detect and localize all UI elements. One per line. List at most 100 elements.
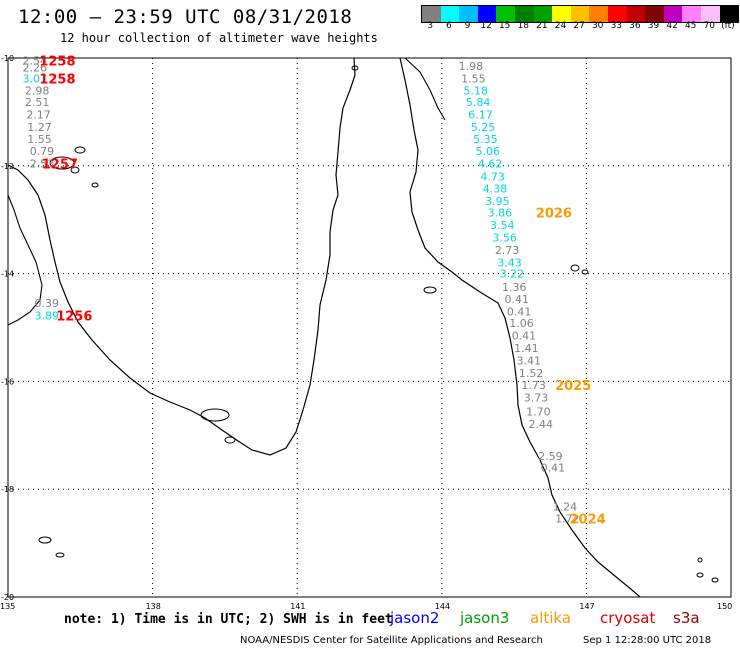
color-swatch [514, 6, 534, 22]
island [74, 146, 86, 154]
color-swatch [477, 6, 497, 22]
color-swatch [607, 6, 627, 22]
wave-height-value: 3.95 [485, 195, 510, 208]
coastline-papua [404, 57, 446, 121]
color-scale-label: 33 [610, 21, 623, 31]
color-swatch [570, 6, 590, 22]
latitude-label: -12 [1, 162, 14, 171]
wave-height-value: 3.56 [492, 231, 517, 244]
wave-height-value: 1.52 [519, 367, 544, 380]
wave-height-value: 1.73 [521, 379, 546, 392]
map-frame [7, 57, 732, 598]
longitude-label: 135 [0, 602, 15, 611]
color-scale-label: 70 [703, 21, 716, 31]
wave-height-value: 3.43 [497, 256, 521, 269]
wave-height-value: 3.22 [500, 268, 525, 281]
island [696, 572, 704, 578]
wave-height-value: 3.89 [35, 310, 60, 323]
map-subtitle: 12 hour collection of altimeter wave hei… [60, 31, 378, 45]
coastline-east [399, 57, 641, 598]
wave-height-value: 0.39 [35, 297, 60, 310]
color-scale-label: 6 [446, 21, 452, 31]
color-scale-label: 30 [591, 21, 604, 31]
color-scale-label: 42 [666, 21, 678, 31]
longitude-label: 144 [435, 602, 450, 611]
coastline-arnhem [7, 194, 43, 326]
color-scale-label: 18 [517, 21, 530, 31]
island [38, 536, 52, 544]
legend-item-s3a: s3a [673, 609, 700, 627]
wave-height-value: 2.73 [495, 244, 520, 257]
wave-height-value: 5.84 [466, 96, 491, 109]
wave-height-value: 5.18 [463, 84, 488, 97]
wave-height-value: 3.54 [490, 219, 515, 232]
latitude-label: -16 [1, 377, 14, 386]
wave-height-value: 5.25 [471, 121, 496, 134]
island [711, 577, 719, 583]
island [91, 182, 99, 188]
pass-time-label: 2024 [570, 512, 606, 527]
color-scale-label: (ft) [721, 21, 735, 31]
wave-height-value: 0.41 [507, 305, 532, 318]
color-swatch [422, 6, 441, 22]
wave-height-value: 1.98 [459, 60, 484, 73]
pass-time-label: 1256 [56, 310, 92, 325]
color-scale-label: 36 [629, 21, 641, 31]
color-scale-label: 12 [480, 21, 492, 31]
color-scale-label: 27 [573, 21, 585, 31]
island [351, 65, 359, 71]
pass-time-label: 1258 [39, 55, 75, 70]
color-scale-label: 15 [498, 21, 511, 31]
pass-time-label: 1258 [39, 72, 75, 87]
wave-height-value: 4.73 [480, 171, 505, 184]
color-swatch [626, 6, 646, 22]
longitude-label: 141 [290, 602, 305, 611]
wave-height-value: 1.24 [553, 500, 578, 513]
wave-height-value: 0.79 [30, 145, 55, 158]
wave-height-value: 1.72 [555, 512, 580, 525]
island [224, 436, 236, 444]
wave-height-value: 5.06 [476, 145, 501, 158]
latitude-label: -10 [1, 54, 14, 63]
agency-credit: NOAA/NESDIS Center for Satellite Applica… [240, 635, 543, 646]
wave-height-value: 3.07 [22, 72, 47, 85]
color-swatch [700, 6, 720, 22]
color-scale-bar [421, 5, 740, 23]
wave-height-value: 1.36 [502, 281, 527, 294]
color-scale-label: 24 [554, 21, 567, 31]
wave-height-value: 1.55 [461, 72, 486, 85]
wave-height-value: 2.26 [22, 62, 47, 75]
wave-height-value: 0.41 [512, 330, 537, 343]
island [49, 156, 75, 170]
color-scale-label: 21 [536, 21, 548, 31]
wave-height-value: 0.41 [541, 462, 566, 475]
island [423, 286, 437, 294]
wave-height-value: 2.98 [25, 84, 50, 97]
wave-height-value: 2.51 [25, 96, 50, 109]
island [581, 269, 589, 275]
coastline-gulf [7, 57, 356, 456]
legend-item-altika: altika [530, 609, 572, 627]
longitude-label: 138 [146, 602, 161, 611]
latitude-label: -20 [1, 593, 14, 602]
color-swatch [589, 6, 608, 22]
color-swatch [533, 6, 553, 22]
wave-height-value: 2.17 [26, 109, 51, 122]
color-scale-label: 45 [684, 21, 697, 31]
color-swatch [645, 6, 664, 22]
longitude-label: 147 [579, 602, 594, 611]
wave-height-value: 1.06 [509, 317, 534, 330]
wave-height-value: 1.41 [514, 342, 539, 355]
color-swatch [663, 6, 683, 22]
wave-height-value: 3.86 [488, 207, 512, 220]
color-scale-labels: 3 6 9 12 15 18 21 24 27 30 33 36 39 42 45 70 (ft) [421, 21, 734, 33]
wave-height-value: 3.73 [524, 392, 549, 405]
color-swatch [496, 6, 515, 22]
island [570, 264, 580, 272]
latitude-label: -18 [1, 485, 14, 494]
wave-height-value: 2.44 [529, 418, 554, 431]
color-scale-label: 3 [427, 21, 434, 31]
longitude-label: 150 [717, 602, 732, 611]
island [697, 557, 703, 563]
pass-time-label: 1257 [42, 158, 78, 173]
